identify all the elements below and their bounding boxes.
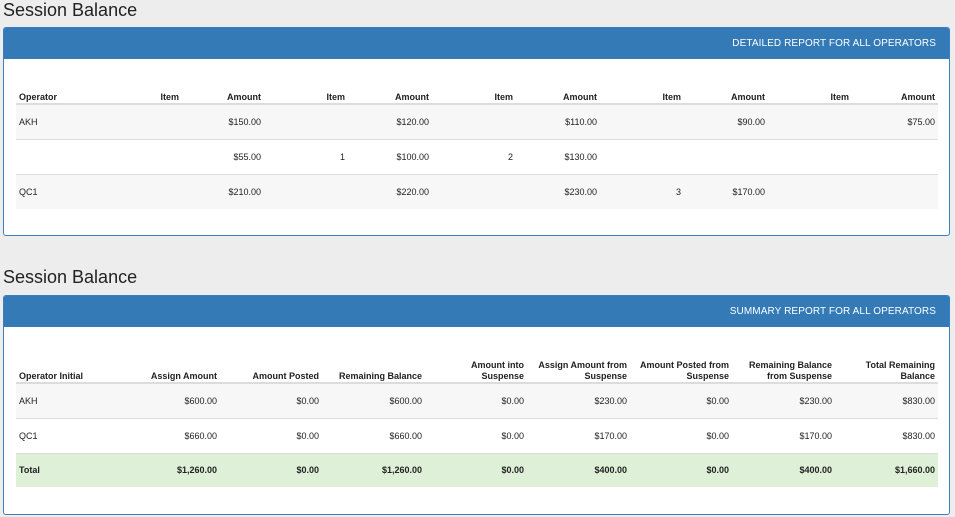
table-cell bbox=[852, 138, 938, 174]
column-header: Remaining Balance bbox=[322, 348, 425, 384]
column-header: Assign Amount from Suspense bbox=[527, 348, 630, 384]
table-cell bbox=[600, 138, 684, 174]
table-cell: $0.00 bbox=[425, 382, 527, 418]
table-cell bbox=[768, 103, 852, 139]
column-header: Operator Initial bbox=[16, 348, 118, 384]
column-header-amount: Amount bbox=[348, 76, 432, 105]
table-cell: $660.00 bbox=[322, 417, 425, 453]
summary-report-panel: SUMMARY REPORT FOR ALL OPERATORS Operato… bbox=[3, 295, 950, 515]
table-cell: 3 bbox=[600, 173, 684, 209]
column-header: Total Remaining Balance bbox=[835, 348, 938, 384]
total-cell: $0.00 bbox=[630, 452, 732, 487]
detailed-report-table: Operator Item Amount Item Amount Item Amount It… bbox=[16, 76, 938, 209]
column-header-item: Item bbox=[98, 76, 182, 105]
table-cell: QC1 bbox=[16, 173, 98, 209]
summary-report-header: SUMMARY REPORT FOR ALL OPERATORS bbox=[4, 296, 949, 327]
table-cell: $55.00 bbox=[182, 138, 264, 174]
table-cell: $660.00 bbox=[118, 417, 220, 453]
table-cell: $220.00 bbox=[348, 173, 432, 209]
table-cell bbox=[264, 173, 348, 209]
total-cell: $400.00 bbox=[732, 452, 835, 487]
table-cell bbox=[264, 103, 348, 139]
table-cell: $0.00 bbox=[220, 382, 322, 418]
column-header: Assign Amount bbox=[118, 348, 220, 384]
table-cell bbox=[432, 103, 516, 139]
table-cell bbox=[16, 138, 98, 174]
table-cell: $130.00 bbox=[516, 138, 600, 174]
column-header-operator: Operator bbox=[16, 76, 98, 105]
summary-section-title: Session Balance bbox=[3, 267, 138, 287]
table-cell: $0.00 bbox=[425, 417, 527, 453]
table-cell: $210.00 bbox=[182, 173, 264, 209]
total-cell: $0.00 bbox=[220, 452, 322, 487]
table-row: QC1 $660.00 $0.00 $660.00 $0.00 $170.00 $0.00 $… bbox=[16, 417, 938, 453]
table-cell: $230.00 bbox=[527, 382, 630, 418]
column-header: Amount into Suspense bbox=[425, 348, 527, 384]
column-header-amount: Amount bbox=[182, 76, 264, 105]
table-cell: $600.00 bbox=[322, 382, 425, 418]
column-header: Remaining Balance from Suspense bbox=[732, 348, 835, 384]
total-cell: $1,260.00 bbox=[118, 452, 220, 487]
column-header-amount: Amount bbox=[684, 76, 768, 105]
column-header-amount: Amount bbox=[516, 76, 600, 105]
table-row: AKH $150.00 $120.00 $110.00 $90.00 $75.00 bbox=[16, 103, 938, 139]
total-cell: $1,660.00 bbox=[835, 452, 938, 487]
table-cell: 1 bbox=[264, 138, 348, 174]
detailed-report-panel: DETAILED REPORT FOR ALL OPERATORS Operat… bbox=[3, 27, 950, 236]
total-cell: $1,260.00 bbox=[322, 452, 425, 487]
table-cell: $90.00 bbox=[684, 103, 768, 139]
detailed-report-header: DETAILED REPORT FOR ALL OPERATORS bbox=[4, 28, 949, 59]
table-cell: $830.00 bbox=[835, 382, 938, 418]
table-cell: $75.00 bbox=[852, 103, 938, 139]
table-row: AKH $600.00 $0.00 $600.00 $0.00 $230.00 $0.00 $… bbox=[16, 382, 938, 418]
table-cell: $170.00 bbox=[527, 417, 630, 453]
table-row: QC1 $210.00 $220.00 $230.00 3 $170.00 bbox=[16, 173, 938, 209]
column-header: Amount Posted from Suspense bbox=[630, 348, 732, 384]
table-cell bbox=[98, 138, 182, 174]
column-header-item: Item bbox=[768, 76, 852, 105]
total-cell: $0.00 bbox=[425, 452, 527, 487]
table-cell bbox=[432, 173, 516, 209]
column-header-item: Item bbox=[264, 76, 348, 105]
table-cell: $0.00 bbox=[630, 382, 732, 418]
table-row: $55.00 1 $100.00 2 $130.00 bbox=[16, 138, 938, 174]
table-cell: $600.00 bbox=[118, 382, 220, 418]
table-cell: QC1 bbox=[16, 417, 118, 453]
table-cell bbox=[768, 138, 852, 174]
column-header-item: Item bbox=[432, 76, 516, 105]
table-cell bbox=[600, 103, 684, 139]
table-cell: $170.00 bbox=[732, 417, 835, 453]
total-cell: $400.00 bbox=[527, 452, 630, 487]
table-cell: $230.00 bbox=[732, 382, 835, 418]
table-cell bbox=[684, 138, 768, 174]
detailed-section-title: Session Balance bbox=[3, 0, 138, 20]
table-cell: AKH bbox=[16, 103, 98, 139]
table-cell bbox=[768, 173, 852, 209]
table-cell: AKH bbox=[16, 382, 118, 418]
table-cell: $120.00 bbox=[348, 103, 432, 139]
total-row: Total $1,260.00 $0.00 $1,260.00 $0.00 $400.00… bbox=[16, 452, 938, 487]
column-header-amount: Amount bbox=[852, 76, 938, 105]
total-cell: Total bbox=[16, 452, 118, 487]
summary-report-table: Operator Initial Assign Amount Amount Post… bbox=[16, 348, 938, 487]
table-cell: $110.00 bbox=[516, 103, 600, 139]
column-header: Amount Posted bbox=[220, 348, 322, 384]
column-header-item: Item bbox=[600, 76, 684, 105]
table-cell: $0.00 bbox=[220, 417, 322, 453]
table-cell: $830.00 bbox=[835, 417, 938, 453]
table-cell: $230.00 bbox=[516, 173, 600, 209]
table-cell bbox=[98, 103, 182, 139]
table-cell: $100.00 bbox=[348, 138, 432, 174]
table-cell bbox=[98, 173, 182, 209]
table-cell: $170.00 bbox=[684, 173, 768, 209]
table-cell: 2 bbox=[432, 138, 516, 174]
table-cell bbox=[852, 173, 938, 209]
table-cell: $0.00 bbox=[630, 417, 732, 453]
table-cell: $150.00 bbox=[182, 103, 264, 139]
